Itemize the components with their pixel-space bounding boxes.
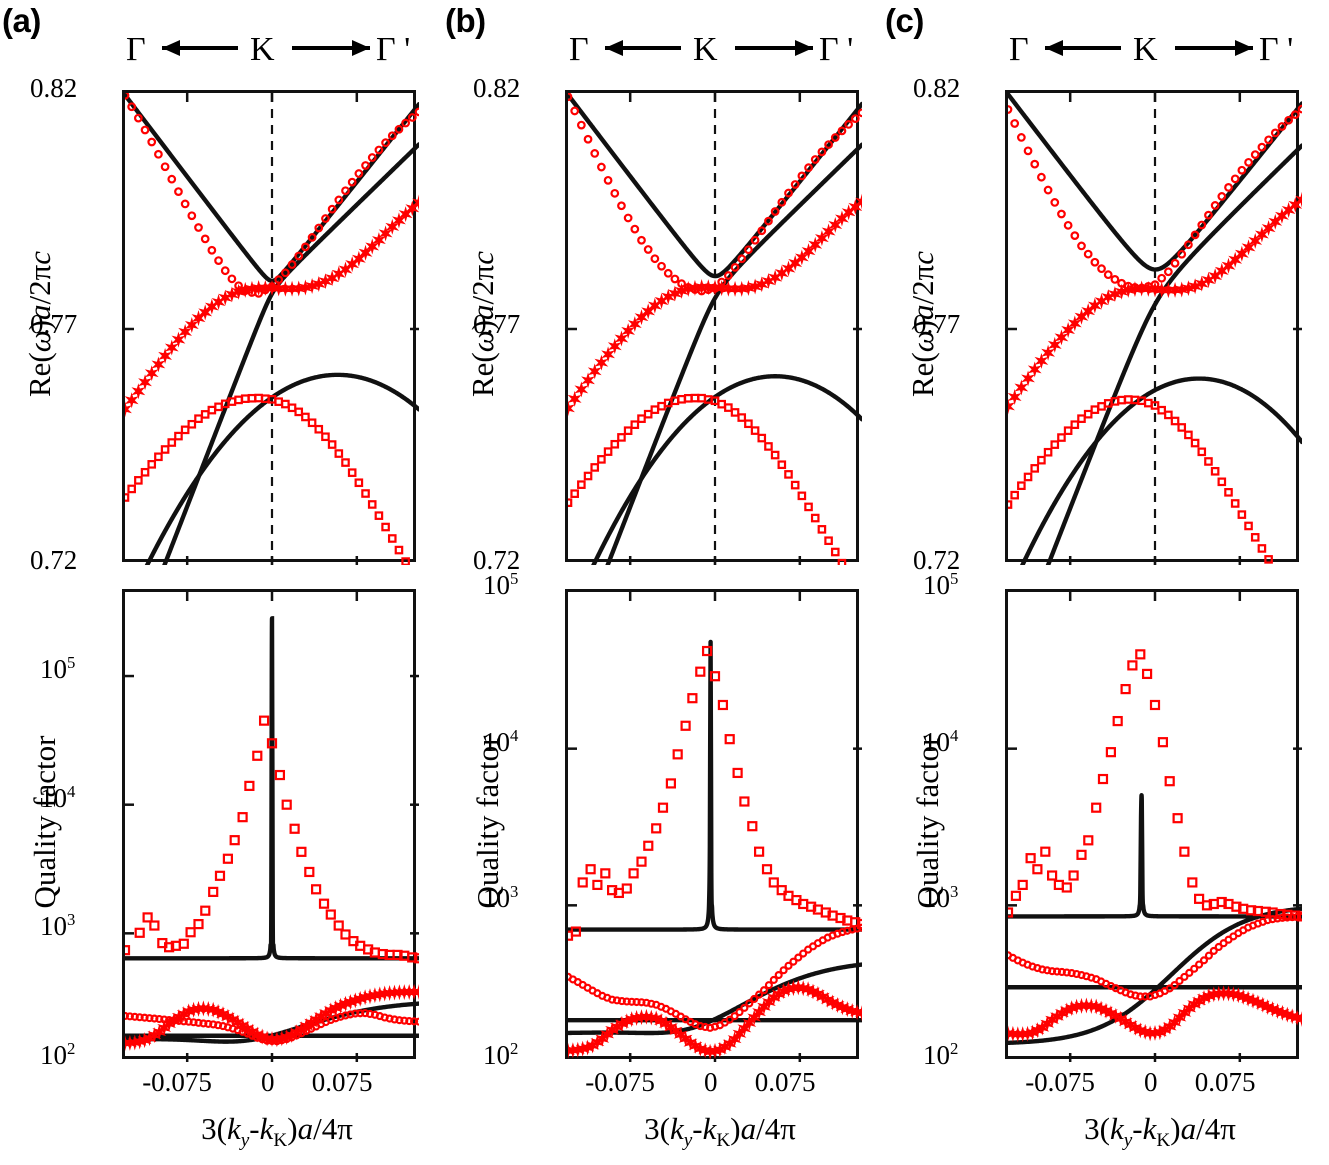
quality-series-star [568, 979, 862, 1060]
quality-xtick-label: 0 [1144, 1067, 1158, 1097]
quality-series-square [568, 645, 862, 941]
band-series-star [568, 193, 862, 417]
quality-factor-plot [1005, 589, 1302, 1062]
band-y-axis-label: Re(ω)a/2πc [905, 251, 940, 398]
band-series-star [125, 194, 419, 418]
k-point-gamma-prime: Γ ' [819, 31, 853, 68]
quality-y-axis-label: Quality factor [27, 735, 62, 909]
band-ytick-label: 0.72 [913, 545, 961, 575]
quality-series-star [125, 984, 419, 1052]
quality-x-axis-label: 3(ky-kK)a/4π [644, 1111, 796, 1152]
quality-ytick-label: 104 [40, 781, 76, 813]
quality-y-axis-label: Quality factor [470, 735, 505, 909]
quality-xtick-label: 0 [704, 1067, 718, 1097]
band-y-axis-label: Re(ω)a/2πc [465, 251, 500, 398]
band-structure-plot [565, 90, 862, 565]
panel-b: (b) Γ K Γ ' 0.82 0.77 0.72 Re(ω)a/2πc 105 104 103 1… [443, 0, 886, 1165]
band-theory-curve [568, 95, 862, 276]
band-series-circle [1008, 104, 1302, 293]
quality-xtick-label: -0.075 [585, 1067, 655, 1097]
k-point-gamma: Γ [569, 31, 589, 68]
quality-x-axis-label: 3(ky-kK)a/4π [201, 1111, 353, 1152]
quality-factor-plot [565, 589, 862, 1062]
band-theory-curve [1008, 146, 1302, 565]
panel-a: (a) Γ K Γ ' 0.82 0.77 0.72 Re(ω)a/2πc 105 104 103 1… [0, 0, 443, 1165]
quality-ytick-label: 103 [483, 882, 519, 914]
quality-ytick-label: 105 [923, 569, 959, 600]
band-ytick-label: 0.82 [913, 73, 961, 103]
k-point-K: K [693, 31, 718, 68]
quality-factor-canvas [1008, 592, 1302, 1062]
quality-series-square [125, 715, 419, 964]
band-ytick-label: 0.72 [30, 545, 78, 575]
band-series-star [1008, 191, 1302, 415]
quality-series-circle [1008, 912, 1302, 1001]
quality-x-axis-label: 3(ky-kK)a/4π [1084, 1111, 1236, 1152]
k-point-gamma: Γ [126, 31, 146, 68]
band-structure-plot [1005, 90, 1302, 565]
band-ytick-label: 0.82 [30, 73, 78, 103]
quality-xtick-label: 0 [261, 1067, 275, 1097]
band-theory-curve [1008, 94, 1302, 269]
quality-y-axis-label: Quality factor [910, 735, 945, 909]
panel-label: (b) [445, 2, 486, 39]
band-structure-canvas [568, 93, 862, 565]
band-ytick-label: 0.77 [473, 309, 521, 339]
quality-ytick-label: 105 [483, 569, 519, 600]
panel-c: (c) Γ K Γ ' 0.82 0.77 0.72 Re(ω)a/2πc 105 104 103 1… [883, 0, 1326, 1165]
quality-xtick-label: -0.075 [1025, 1067, 1095, 1097]
band-theory-curve [1008, 379, 1302, 565]
band-series-square [1008, 395, 1273, 564]
band-theory-curve [568, 145, 862, 565]
k-point-gamma: Γ [1009, 31, 1029, 68]
band-ytick-label: 0.82 [473, 73, 521, 103]
band-ytick-label: 0.77 [30, 309, 78, 339]
band-structure-canvas [1008, 93, 1302, 565]
quality-ytick-label: 102 [40, 1039, 76, 1070]
quality-factor-canvas [568, 592, 862, 1062]
band-series-circle [125, 93, 419, 298]
quality-xtick-label: 0.075 [754, 1067, 816, 1097]
quality-ytick-label: 102 [923, 1039, 959, 1070]
quality-ytick-label: 105 [40, 653, 76, 685]
band-structure-canvas [125, 93, 419, 565]
band-series-square [125, 393, 410, 565]
quality-xtick-label: 0.075 [1194, 1067, 1256, 1097]
quality-ytick-label: 103 [923, 882, 959, 914]
quality-theory-curve [1008, 906, 1302, 1046]
k-point-K: K [250, 31, 275, 68]
band-ytick-label: 0.72 [473, 545, 521, 575]
k-path-header: Γ K Γ ' [563, 20, 861, 72]
band-ytick-label: 0.77 [913, 309, 961, 339]
band-y-axis-label: Re(ω)a/2πc [22, 251, 57, 398]
k-point-gamma-prime: Γ ' [1259, 31, 1293, 68]
k-point-gamma-prime: Γ ' [376, 31, 410, 68]
panel-label: (c) [885, 2, 924, 39]
band-structure-plot [122, 90, 419, 565]
k-path-header: Γ K Γ ' [120, 20, 418, 72]
band-theory-curve [125, 375, 419, 565]
quality-xtick-label: 0.075 [311, 1067, 373, 1097]
quality-xtick-label: -0.075 [142, 1067, 212, 1097]
quality-theory-curve [568, 639, 862, 932]
quality-series-square [1008, 649, 1302, 922]
panel-label: (a) [2, 2, 41, 39]
band-series-square [568, 393, 847, 565]
quality-factor-canvas [125, 592, 419, 1062]
quality-factor-plot [122, 589, 419, 1062]
quality-ytick-label: 104 [923, 725, 959, 757]
quality-ytick-label: 104 [483, 725, 519, 757]
quality-theory-curve [125, 615, 419, 961]
quality-series-star [1008, 985, 1302, 1043]
k-point-K: K [1133, 31, 1158, 68]
quality-ytick-label: 102 [483, 1039, 519, 1070]
k-path-header: Γ K Γ ' [1003, 20, 1301, 72]
quality-theory-curve [1008, 793, 1302, 919]
quality-series-circle [568, 923, 862, 1032]
quality-ytick-label: 103 [40, 910, 76, 942]
